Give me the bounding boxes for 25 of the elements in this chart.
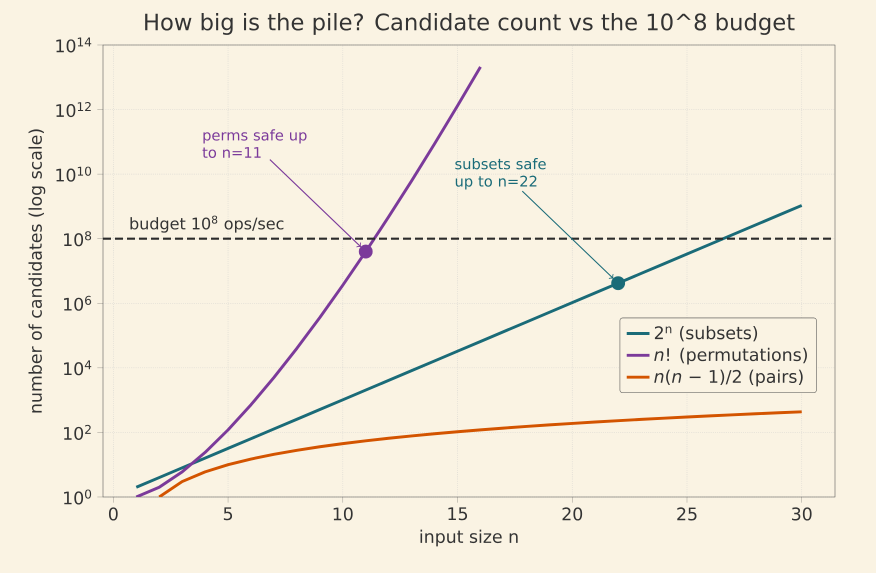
y-tick-label: 10$^{14}$: [56, 38, 92, 52]
line-series: [158, 410, 804, 497]
x-tick-label: 15: [448, 507, 468, 520]
y-tick-label: 10$^{2}$: [64, 424, 91, 440]
chart-title: How big is the pile? Candidate count vs the 10^8 budget: [145, 13, 795, 35]
x-tick-label: 10: [334, 507, 353, 520]
x-tick-label: 5: [224, 507, 232, 520]
annotation: perms safe up to n=11: [202, 129, 307, 158]
y-axis-title: number of candidates (log scale): [28, 129, 46, 412]
x-tick-label: 25: [677, 507, 697, 520]
y-tick-label: 10$^{8}$: [64, 231, 92, 246]
ref-line-label: budget 10$^{8}$ ops/sec: [130, 216, 284, 233]
legend-label: n! (permutations): [654, 348, 807, 365]
y-tick-label: 10$^{12}$: [56, 102, 91, 118]
y-tick-label: 10$^{4}$: [64, 360, 92, 376]
legend-label: n(n − 1)/2 (pairs): [654, 370, 803, 386]
x-tick-label: 0: [108, 507, 118, 520]
y-tick-label: 10$^{6}$: [64, 296, 92, 311]
x-tick-label: 20: [562, 507, 582, 520]
y-tick-label: 10$^{0}$: [64, 489, 92, 505]
legend-label: 2$^{n}$ (subsets): [654, 326, 758, 342]
annotation: subsets safe up to n=22: [455, 158, 546, 190]
y-tick-label: 10$^{10}$: [56, 166, 92, 182]
x-axis-title: input size n: [420, 530, 518, 546]
x-tick-label: 30: [792, 507, 812, 520]
